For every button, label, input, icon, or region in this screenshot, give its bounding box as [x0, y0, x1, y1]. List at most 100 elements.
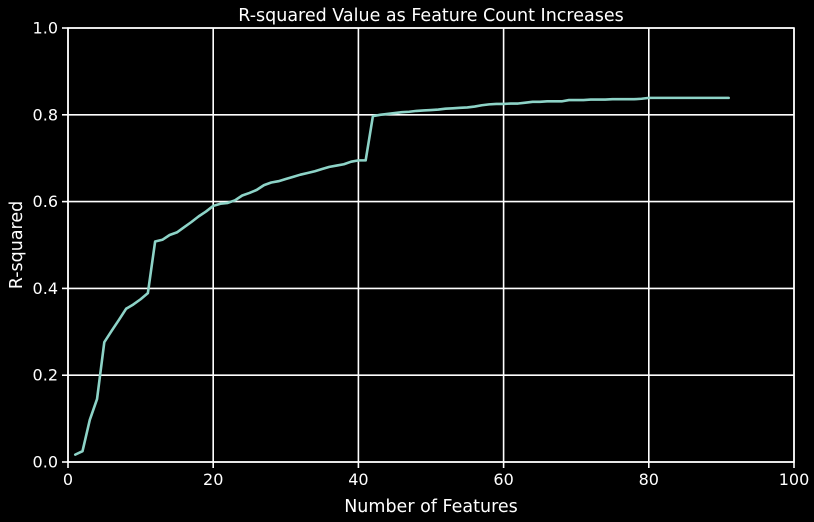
- data-point: [451, 107, 454, 110]
- data-point: [379, 113, 382, 116]
- data-point: [691, 96, 694, 99]
- data-point: [81, 450, 84, 453]
- data-point: [110, 330, 113, 332]
- data-point: [698, 96, 701, 99]
- data-point: [146, 292, 149, 295]
- data-point: [125, 307, 127, 310]
- data-point: [430, 109, 432, 111]
- data-point: [655, 96, 657, 99]
- data-point: [720, 96, 723, 99]
- y-tick-label: 0.8: [33, 105, 58, 124]
- data-point: [132, 303, 135, 306]
- data-point: [292, 175, 294, 178]
- x-tick-label: 60: [493, 470, 513, 489]
- x-tick-label: 0: [63, 470, 73, 489]
- data-point: [103, 341, 106, 344]
- data-point: [713, 96, 716, 99]
- data-point: [284, 178, 287, 180]
- x-tick-label: 100: [779, 470, 810, 489]
- data-point: [154, 240, 157, 243]
- plot-area-frame: [67, 27, 795, 463]
- data-point: [618, 98, 621, 101]
- data-point: [161, 238, 164, 241]
- data-point: [444, 107, 447, 110]
- y-axis-label: R-squared: [7, 201, 27, 290]
- data-point: [342, 163, 345, 166]
- x-axis-label: Number of Features: [344, 497, 518, 517]
- data-point: [480, 104, 483, 107]
- y-tick-label: 0.0: [33, 453, 58, 472]
- data-point: [255, 188, 258, 191]
- data-point: [226, 202, 229, 204]
- data-point: [408, 110, 411, 113]
- data-point: [372, 115, 374, 117]
- data-point: [509, 102, 512, 105]
- data-point: [459, 106, 461, 109]
- data-point: [676, 96, 679, 99]
- data-point: [531, 100, 534, 103]
- data-point: [277, 180, 280, 183]
- data-point: [335, 164, 338, 167]
- data-point: [517, 102, 520, 105]
- data-point: [306, 172, 309, 174]
- data-point: [589, 98, 592, 101]
- y-tick-label: 0.2: [33, 366, 58, 385]
- x-tick-label: 20: [203, 470, 223, 489]
- data-point: [364, 159, 367, 162]
- data-point: [524, 101, 527, 104]
- data-point: [488, 103, 490, 106]
- data-point: [495, 103, 498, 105]
- data-point: [88, 419, 91, 421]
- data-point: [299, 173, 302, 176]
- data-point: [727, 96, 730, 99]
- data-point: [74, 453, 77, 456]
- data-point: [539, 100, 541, 103]
- data-point: [183, 226, 186, 229]
- data-point: [473, 105, 476, 108]
- data-point: [662, 96, 665, 99]
- data-point: [611, 98, 614, 101]
- data-point: [422, 109, 425, 112]
- y-tick-label: 0.4: [33, 279, 58, 298]
- data-point: [575, 99, 578, 101]
- data-point: [705, 96, 708, 99]
- data-point: [393, 112, 396, 114]
- series-layer: [73, 96, 730, 456]
- data-point: [466, 106, 469, 109]
- data-point: [168, 234, 171, 236]
- data-point: [248, 192, 251, 194]
- data-point: [553, 100, 556, 103]
- data-point: [270, 181, 273, 184]
- data-point: [241, 194, 244, 197]
- data-point: [626, 98, 628, 101]
- data-point: [582, 99, 585, 101]
- data-point: [415, 109, 418, 112]
- x-axis-ticks: 0 20 40 60 80 100: [63, 462, 809, 489]
- data-point: [386, 113, 389, 115]
- y-tick-label: 0.6: [33, 192, 58, 211]
- data-point: [313, 170, 316, 173]
- data-point: [597, 98, 599, 101]
- data-point: [560, 100, 563, 103]
- data-point: [328, 165, 331, 168]
- data-point: [212, 205, 215, 207]
- data-point: [640, 97, 643, 100]
- data-point: [647, 96, 650, 99]
- data-point: [321, 168, 323, 170]
- data-point: [546, 100, 549, 103]
- data-point: [568, 99, 570, 101]
- data-point: [669, 96, 672, 99]
- data-point: [190, 221, 193, 223]
- data-point: [117, 319, 120, 321]
- data-point: [197, 215, 200, 218]
- data-point: [684, 96, 686, 99]
- data-point: [176, 231, 178, 234]
- data-point: [96, 398, 98, 400]
- chart-title: R-squared Value as Feature Count Increas…: [238, 6, 623, 26]
- x-tick-label: 80: [639, 470, 659, 489]
- y-axis-ticks: 0.0 0.2 0.4 0.6 0.8 1.0: [33, 19, 68, 472]
- data-point: [401, 111, 403, 114]
- data-point: [357, 159, 360, 162]
